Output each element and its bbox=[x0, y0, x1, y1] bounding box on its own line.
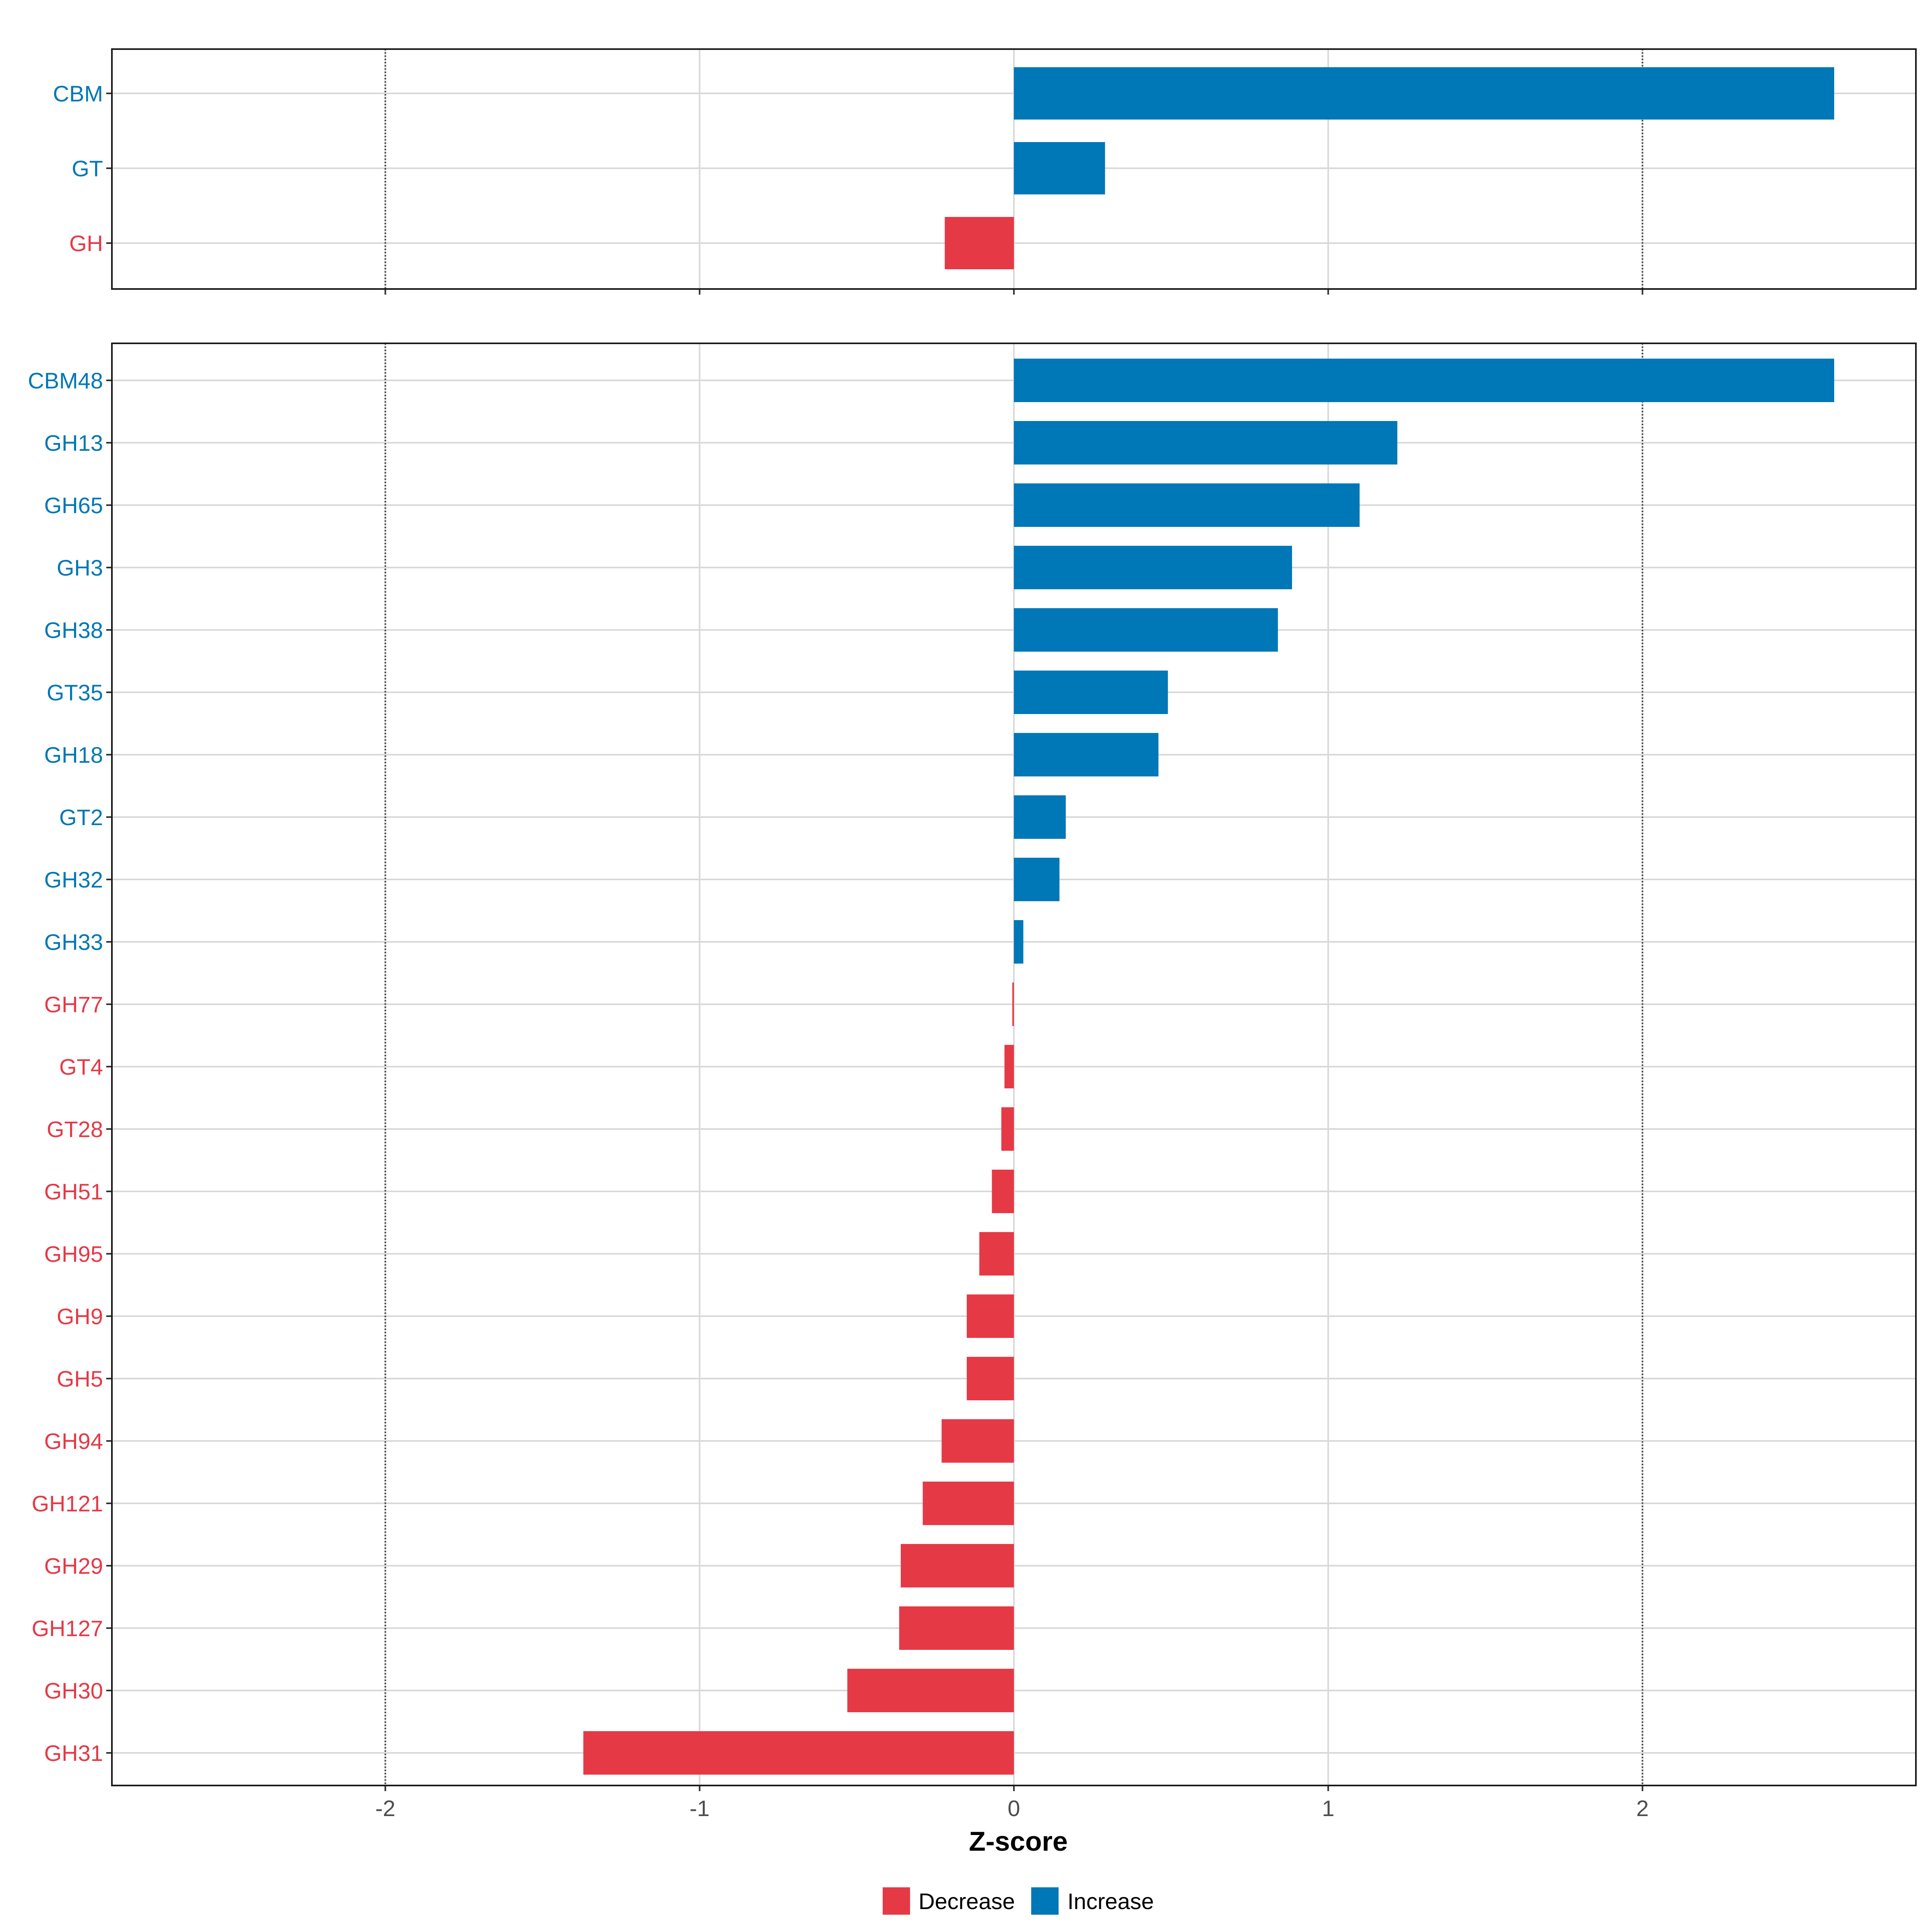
bar-gt35 bbox=[1014, 671, 1168, 714]
bar-gh5 bbox=[966, 1357, 1014, 1400]
bar-gh127 bbox=[899, 1606, 1014, 1650]
y-label-cbm48: CBM48 bbox=[28, 368, 103, 393]
bar-gh30 bbox=[847, 1669, 1014, 1712]
x-axis-title: Z-score bbox=[969, 1826, 1068, 1857]
y-label-gh94: GH94 bbox=[44, 1428, 103, 1454]
bar-gh77 bbox=[1012, 983, 1014, 1026]
bar-gt bbox=[1014, 142, 1105, 194]
bar-gh38 bbox=[1014, 608, 1278, 652]
bar-gt4 bbox=[1004, 1045, 1014, 1088]
x-axis: -2 -1 0 1 2 bbox=[375, 1796, 1649, 1821]
panel-class: CBM GT GH bbox=[53, 48, 1917, 295]
y-label-gh: GH bbox=[69, 231, 103, 256]
panel-border bbox=[111, 343, 1917, 1786]
y-label-gt: GT bbox=[72, 156, 103, 181]
y-label-gh51: GH51 bbox=[44, 1179, 103, 1204]
bar-cbm bbox=[1014, 67, 1834, 120]
bar-gh9 bbox=[966, 1294, 1014, 1338]
y-label-gh18: GH18 bbox=[44, 742, 103, 768]
y-label-gh32: GH32 bbox=[44, 867, 103, 892]
bar-gh95 bbox=[979, 1232, 1014, 1276]
bar-gh32 bbox=[1014, 858, 1060, 901]
y-label-gt35: GT35 bbox=[47, 680, 103, 705]
bar-cbm48 bbox=[1014, 359, 1834, 402]
y-label-gh38: GH38 bbox=[44, 617, 103, 643]
bar-gh13 bbox=[1014, 421, 1397, 464]
y-label-gh77: GH77 bbox=[44, 992, 103, 1017]
y-label-gh33: GH33 bbox=[44, 929, 103, 955]
bar-gh bbox=[945, 217, 1014, 269]
bar-gt28 bbox=[1001, 1107, 1014, 1151]
y-label-gh95: GH95 bbox=[44, 1241, 103, 1267]
x-tick-label: -2 bbox=[375, 1796, 395, 1821]
x-tick-label: 0 bbox=[1007, 1796, 1020, 1821]
bar-gh33 bbox=[1014, 920, 1024, 964]
legend-label-increase: Increase bbox=[1067, 1889, 1154, 1914]
y-label-gh29: GH29 bbox=[44, 1553, 103, 1579]
legend: Decrease Increase bbox=[883, 1887, 1154, 1915]
bar-gt2 bbox=[1014, 795, 1066, 839]
y-label-gh9: GH9 bbox=[57, 1304, 103, 1329]
y-label-gh3: GH3 bbox=[57, 555, 103, 580]
legend-label-decrease: Decrease bbox=[919, 1889, 1015, 1914]
bar-gh121 bbox=[923, 1482, 1014, 1525]
legend-key-increase bbox=[1031, 1887, 1059, 1915]
x-tick-label: 1 bbox=[1322, 1796, 1334, 1821]
y-label-gt4: GT4 bbox=[59, 1054, 103, 1080]
y-label-gt28: GT28 bbox=[47, 1117, 103, 1142]
y-label-gh13: GH13 bbox=[44, 430, 103, 456]
y-label-gt2: GT2 bbox=[59, 805, 103, 830]
bar-gh65 bbox=[1014, 483, 1360, 527]
y-label-gh5: GH5 bbox=[57, 1366, 103, 1391]
y-label-gh121: GH121 bbox=[32, 1491, 103, 1516]
x-tick-label: -1 bbox=[689, 1796, 710, 1821]
panel-family: CBM48 GH13 GH65 GH3 GH38 GT35 GH18 GT2 GH32 GH33 G… bbox=[28, 343, 1917, 1791]
bar-gh18 bbox=[1014, 733, 1159, 776]
legend-key-decrease bbox=[883, 1887, 910, 1915]
bar-gh94 bbox=[941, 1419, 1014, 1463]
bar-gh3 bbox=[1014, 546, 1292, 589]
bar-gh29 bbox=[900, 1544, 1014, 1587]
y-label-gh127: GH127 bbox=[32, 1616, 103, 1641]
y-label-gh30: GH30 bbox=[44, 1678, 103, 1703]
panel-border bbox=[111, 48, 1917, 290]
x-tick-label: 2 bbox=[1636, 1796, 1649, 1821]
bar-gh31 bbox=[583, 1731, 1014, 1775]
bar-gh51 bbox=[992, 1170, 1014, 1213]
y-label-gh31: GH31 bbox=[44, 1740, 103, 1766]
y-label-cbm: CBM bbox=[53, 81, 103, 106]
y-label-gh65: GH65 bbox=[44, 493, 103, 518]
